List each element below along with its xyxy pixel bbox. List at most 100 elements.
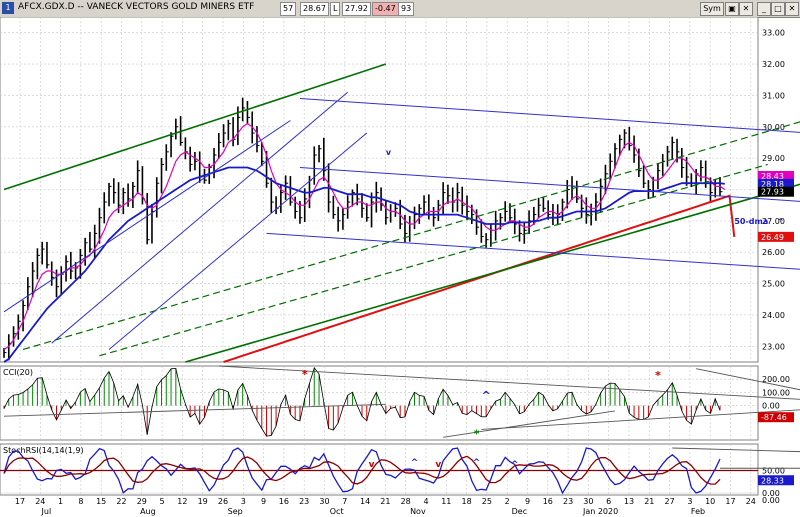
x-day-label: 5 [160, 497, 165, 506]
x-day-label: 21 [380, 497, 390, 506]
sym-button[interactable]: Sym [700, 2, 724, 16]
stoch-tick-label: 0.00 [762, 489, 780, 498]
x-day-label: 9 [261, 497, 266, 506]
x-day-label: 15 [96, 497, 106, 506]
cci-trendline [481, 409, 800, 430]
price-tick-label: 30.00 [762, 123, 785, 132]
price-panel: 23.0024.0025.0026.0027.0028.0029.0030.00… [0, 17, 800, 363]
price-label-box [758, 178, 794, 189]
x-day-label: 27 [665, 497, 675, 506]
x-day-label: 23 [563, 497, 573, 506]
ma-short-line [3, 122, 726, 350]
cci-line [3, 367, 721, 437]
x-day-label: 3 [241, 497, 246, 506]
cci-trendline [3, 403, 386, 417]
x-day-label: 7 [342, 497, 347, 506]
minimize-icon[interactable]: _ [757, 2, 771, 16]
price-annotation: 50-dma [734, 217, 768, 226]
maximize-icon[interactable]: □ [771, 2, 785, 16]
x-month-label: Aug [140, 507, 156, 516]
x-day-label: 3 [687, 497, 692, 506]
stoch-marker: v [435, 460, 441, 470]
trendline [266, 232, 800, 270]
ticker-title: AFCX.GDX.D -- VANECK VECTORS GOLD MINERS… [18, 2, 255, 12]
x-day-label: 13 [624, 497, 634, 506]
x-month-label: Sep [228, 507, 243, 516]
price-tick-label: 23.00 [762, 342, 785, 351]
x-day-label: 4 [423, 497, 428, 506]
x-day-label: 30 [319, 497, 329, 506]
cci-marker: * [474, 427, 480, 440]
x-day-label: 29 [137, 497, 147, 506]
cci-value-text: -87.46 [761, 413, 787, 422]
stoch-k-line [3, 447, 721, 495]
x-month-label: Dec [512, 507, 527, 516]
stoch-trendline [672, 447, 800, 453]
price-tick-label: 32.00 [762, 60, 785, 69]
x-day-label: 14 [360, 497, 370, 506]
x-month-label: Jul [41, 507, 52, 516]
x-day-label: 19 [198, 497, 208, 506]
x-day-label: 24 [746, 497, 756, 506]
x-day-label: 24 [35, 497, 45, 506]
cci-tick-label: 0.00 [762, 402, 780, 411]
chart-canvas: Price33.501986Date06/12/19Open22.77High2… [0, 17, 800, 516]
x-day-label: 17 [725, 497, 735, 506]
x-month-label: Jan 2020 [582, 507, 618, 516]
title-bar: 1 AFCX.GDX.D -- VANECK VECTORS GOLD MINE… [0, 0, 800, 18]
x-day-label: 25 [482, 497, 492, 506]
stoch-value-text-2: 0.00 [762, 496, 780, 505]
price-tick-label: 26.00 [762, 248, 785, 257]
price-annotation: ^ [777, 217, 784, 226]
price-tick-label: 31.00 [762, 91, 785, 100]
close-icon[interactable]: ✕ [739, 2, 753, 16]
cci-trendline [443, 410, 616, 438]
x-day-label: 30 [583, 497, 593, 506]
quote-field-4: 27.92 [342, 2, 371, 16]
x-day-label: 21 [644, 497, 654, 506]
x-day-label: 9 [525, 497, 530, 506]
stoch-marker: v [369, 460, 375, 470]
price-label-text: 28.43 [761, 172, 784, 181]
x-day-label: 1 [58, 497, 63, 506]
x-day-label: 6 [606, 497, 611, 506]
window-close-icon[interactable]: ✕ [785, 2, 799, 16]
x-day-label: 23 [299, 497, 309, 506]
trendline [3, 120, 291, 313]
panel-frame [0, 443, 759, 496]
quote-field-1: 57 [280, 2, 297, 16]
stoch-value-box [758, 475, 794, 486]
quote-field-2: 28.67 [300, 2, 329, 16]
cci-tick-label: 200.00 [762, 375, 790, 384]
price-label-text: 26.49 [761, 233, 784, 242]
price-label-box [758, 231, 794, 242]
quote-field-6: 93 [398, 2, 415, 16]
x-day-label: 10 [705, 497, 715, 506]
cci-tick-label: 100.00 [762, 388, 790, 397]
cci-marker: ^ [481, 389, 490, 402]
cci-trendline [218, 365, 800, 400]
x-day-label: 16 [279, 497, 289, 506]
stoch-marker: ^ [411, 458, 419, 468]
quote-field-3: L [330, 2, 341, 16]
price-tick-label: 33.00 [762, 29, 785, 38]
price-label-text: 28.18 [761, 180, 784, 189]
app-icon[interactable]: 1 [2, 2, 14, 14]
x-day-label: 8 [78, 497, 83, 506]
price-label-text: 27.93 [761, 188, 784, 197]
price-label-box [758, 171, 794, 182]
x-day-label: 12 [177, 497, 187, 506]
cci-title: CCI(20) [3, 368, 33, 377]
x-day-label: 18 [462, 497, 472, 506]
price-tick-label: 29.00 [762, 154, 785, 163]
x-day-label: 17 [15, 497, 25, 506]
x-axis: 17 24 1 8 15 22 29 5 12 19 26 3 9 16 23 30 7 14 21 28 4 11 18 2… [15, 497, 756, 516]
stoch-title: StochRSI(14,14(1,9) [3, 446, 84, 455]
trendline [3, 63, 387, 191]
trendline [299, 167, 800, 202]
restore-icon[interactable]: ▣ [725, 2, 739, 16]
stoch-marker: ^ [473, 458, 481, 468]
x-day-label: 16 [543, 497, 553, 506]
